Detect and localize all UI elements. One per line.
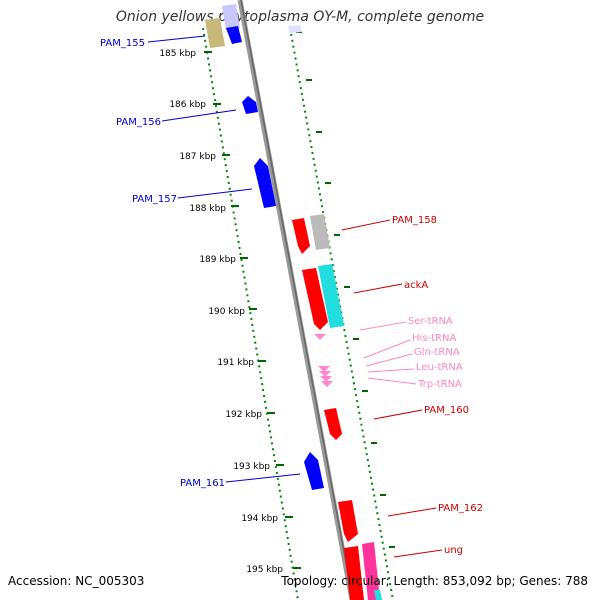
genome-backbone xyxy=(237,0,355,600)
scale-label: 195 kbp xyxy=(246,565,283,575)
scale-tick: 190 kbp xyxy=(208,307,257,317)
topology-text: Topology: circular; Length: 853,092 bp; … xyxy=(281,574,588,588)
accession-text: Accession: NC_005303 xyxy=(8,574,145,588)
scale-tick: 186 kbp xyxy=(169,100,221,110)
label-leader xyxy=(393,549,443,558)
gene-label-pam-161[interactable]: PAM_161 xyxy=(180,478,225,489)
scale-tick: 192 kbp xyxy=(225,410,275,420)
forward-gene-pam-160[interactable] xyxy=(324,408,342,440)
reverse-gene-pam-156[interactable] xyxy=(242,96,258,114)
trna-marker-ser[interactable] xyxy=(314,334,326,340)
scale-label: 188 kbp xyxy=(189,204,226,214)
feature-block-top-faint[interactable] xyxy=(288,25,302,33)
label-leader xyxy=(341,219,391,231)
label-leader xyxy=(177,188,253,199)
trna-label-leu[interactable]: Leu-tRNA xyxy=(416,362,463,373)
label-leader xyxy=(373,409,423,420)
scale-tick: 194 kbp xyxy=(241,514,293,524)
feature-block-magenta[interactable] xyxy=(362,542,380,600)
scale-label: 191 kbp xyxy=(217,358,254,368)
scale-tick: 189 kbp xyxy=(199,255,248,265)
gene-label-ung[interactable]: ung xyxy=(444,545,463,556)
label-leader xyxy=(363,339,411,359)
reverse-gene-pam-157[interactable] xyxy=(254,158,276,208)
label-leader xyxy=(353,283,403,294)
feature-block-gray[interactable] xyxy=(310,214,330,250)
gene-label-pam-158[interactable]: PAM_158 xyxy=(392,215,437,226)
trna-label-his[interactable]: His-tRNA xyxy=(412,333,456,344)
label-leader xyxy=(367,377,417,385)
trna-marker-leu[interactable] xyxy=(320,376,332,382)
genome-backbone-shade xyxy=(240,0,354,600)
label-leader xyxy=(387,507,437,517)
scale-label: 185 kbp xyxy=(159,49,196,59)
gene-label-pam-155[interactable]: PAM_155 xyxy=(100,38,145,49)
label-leader xyxy=(365,353,413,367)
label-leader xyxy=(225,473,301,483)
gene-label-acka[interactable]: ackA xyxy=(404,280,428,291)
scale-label: 187 kbp xyxy=(179,152,216,162)
forward-gene-pam-162[interactable] xyxy=(338,500,358,542)
forward-gene-ung[interactable] xyxy=(344,546,364,600)
feature-block-cyan[interactable] xyxy=(318,264,344,328)
gene-label-pam-162[interactable]: PAM_162 xyxy=(438,503,483,514)
scale-tick: 191 kbp xyxy=(217,358,266,368)
trna-marker-his[interactable] xyxy=(318,366,330,372)
scale-label: 189 kbp xyxy=(199,255,236,265)
scale-tick: 187 kbp xyxy=(179,152,230,162)
feature-block-khaki[interactable] xyxy=(205,18,225,48)
reverse-gene-pam-155[interactable] xyxy=(226,26,242,44)
scale-tick: 193 kbp xyxy=(233,462,284,472)
scale-label: 194 kbp xyxy=(241,514,278,524)
trna-label-trp[interactable]: Trp-tRNA xyxy=(417,379,462,390)
scale-ruler-inner xyxy=(202,27,299,600)
trna-label-gln[interactable]: Gln-tRNA xyxy=(414,347,460,358)
feature-block-lavender[interactable] xyxy=(222,4,240,30)
scale-tick: 195 kbp xyxy=(246,565,301,575)
gene-label-pam-156[interactable]: PAM_156 xyxy=(116,117,161,128)
trna-label-ser[interactable]: Ser-tRNA xyxy=(408,316,453,327)
trna-marker-trp[interactable] xyxy=(321,381,333,387)
scale-tick: 188 kbp xyxy=(189,204,239,214)
scale-label: 192 kbp xyxy=(225,410,262,420)
feature-block-cyan-bottom[interactable] xyxy=(374,590,382,600)
label-leader xyxy=(359,321,407,331)
scale-label: 186 kbp xyxy=(169,100,206,110)
scale-label: 190 kbp xyxy=(208,307,245,317)
scale-ruler-outer xyxy=(289,27,394,600)
label-leader xyxy=(161,109,237,122)
gene-label-pam-160[interactable]: PAM_160 xyxy=(424,405,469,416)
scale-tick: 185 kbp xyxy=(159,49,212,59)
gene-label-pam-157[interactable]: PAM_157 xyxy=(132,194,177,205)
reverse-gene-pam-161[interactable] xyxy=(304,452,324,490)
label-leader xyxy=(147,35,206,43)
scale-label: 193 kbp xyxy=(233,462,270,472)
forward-gene-pam-158[interactable] xyxy=(292,218,310,254)
forward-gene-acka[interactable] xyxy=(302,268,328,330)
label-leader xyxy=(367,368,415,373)
trna-marker-gln[interactable] xyxy=(319,371,331,377)
